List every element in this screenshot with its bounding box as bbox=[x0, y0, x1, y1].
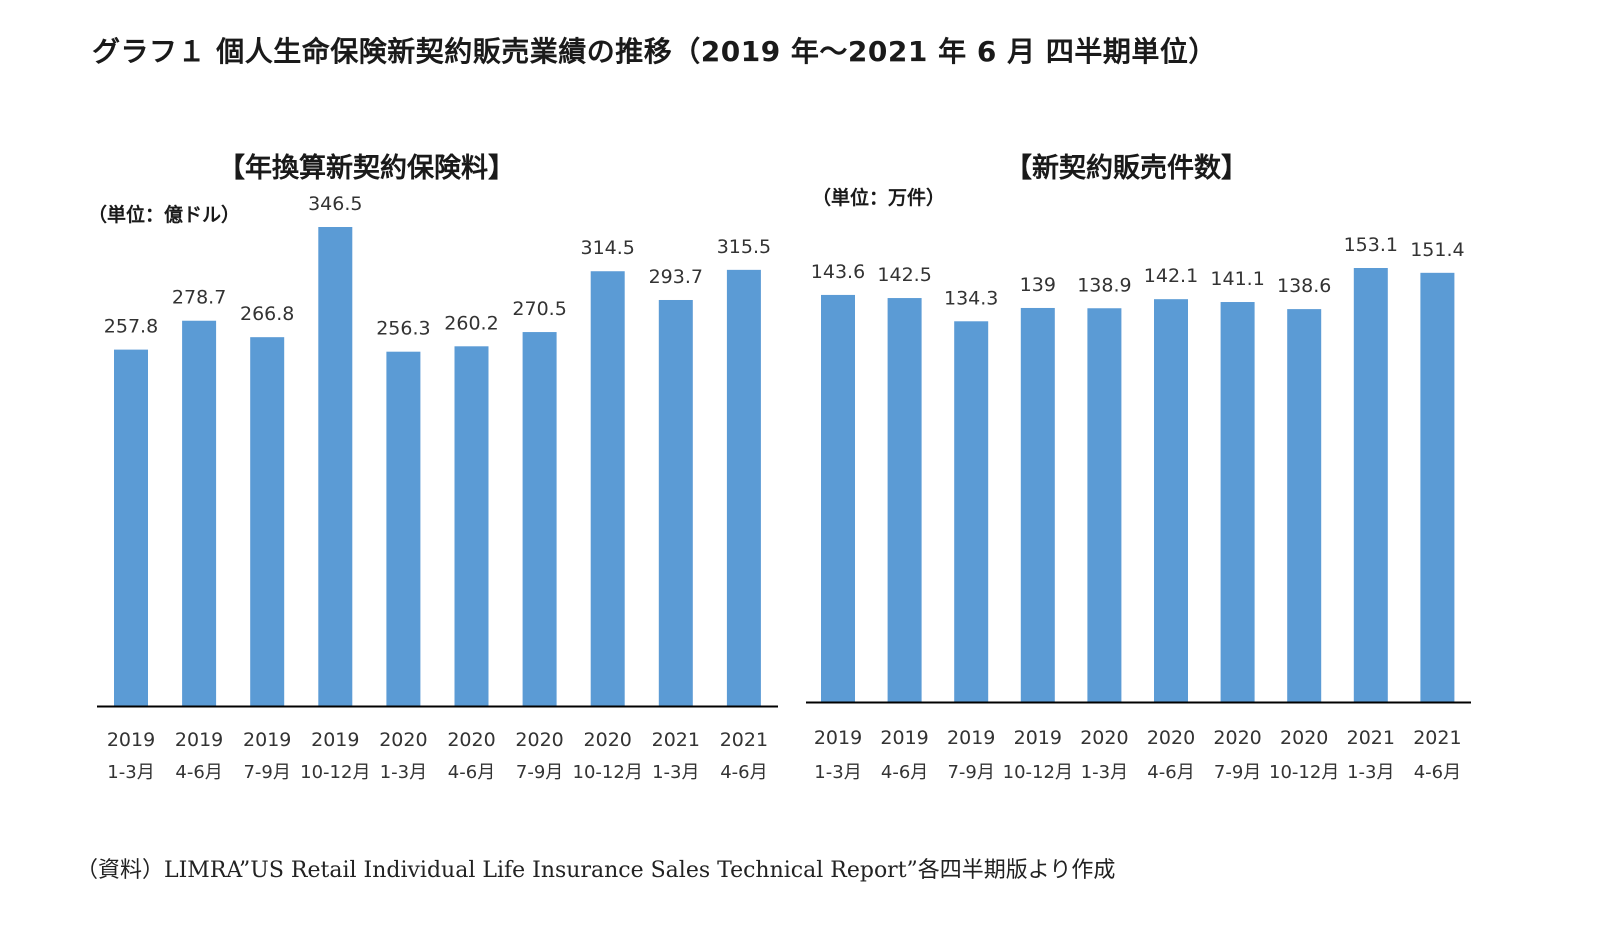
x-tick-label-year: 2019 bbox=[814, 727, 862, 749]
bar bbox=[1287, 309, 1322, 702]
bar bbox=[386, 351, 421, 706]
data-label: 256.3 bbox=[376, 318, 430, 340]
bar bbox=[590, 271, 625, 706]
bar bbox=[887, 298, 922, 702]
data-label: 278.7 bbox=[172, 287, 226, 309]
x-tick-label-year: 2019 bbox=[947, 727, 995, 749]
data-label: 139 bbox=[1020, 274, 1056, 296]
bar bbox=[1020, 307, 1055, 702]
data-label: 138.9 bbox=[1077, 274, 1131, 296]
x-tick-label-year: 2020 bbox=[447, 729, 495, 751]
x-tick-label-year: 2020 bbox=[1280, 727, 1328, 749]
x-tick-label-year: 2019 bbox=[175, 729, 223, 751]
bar bbox=[954, 321, 989, 702]
bar bbox=[454, 346, 489, 706]
x-tick-label-year: 2019 bbox=[880, 727, 928, 749]
bar bbox=[250, 337, 285, 706]
x-tick-label-period: 1-3月 bbox=[652, 762, 699, 783]
data-label: 141.1 bbox=[1210, 268, 1264, 290]
page-title: グラフ１ 個人生命保険新契約販売業績の推移（2019 年～2021 年 6 月 … bbox=[92, 35, 1217, 68]
x-tick-label-period: 10-12月 bbox=[573, 762, 643, 783]
x-tick-label-year: 2021 bbox=[1413, 727, 1461, 749]
x-tick-label-period: 4-6月 bbox=[1147, 762, 1194, 783]
data-label: 346.5 bbox=[308, 193, 362, 215]
x-tick-label-year: 2019 bbox=[1014, 727, 1062, 749]
chart-title-premium: 【年換算新契約保険料】 bbox=[218, 153, 515, 184]
data-label: 315.5 bbox=[717, 236, 771, 258]
data-label: 314.5 bbox=[580, 237, 634, 259]
data-label: 153.1 bbox=[1344, 234, 1398, 256]
x-tick-label-year: 2019 bbox=[107, 729, 155, 751]
x-tick-label-period: 4-6月 bbox=[448, 762, 495, 783]
data-label: 138.6 bbox=[1277, 275, 1331, 297]
data-label: 142.1 bbox=[1144, 265, 1198, 287]
x-tick-label-year: 2020 bbox=[515, 729, 563, 751]
x-tick-label-year: 2020 bbox=[584, 729, 632, 751]
unit-label-count: （単位：万件） bbox=[812, 187, 946, 209]
x-tick-label-period: 1-3月 bbox=[1081, 762, 1128, 783]
data-label: 142.5 bbox=[877, 264, 931, 286]
chart-title-count: 【新契約販売件数】 bbox=[1005, 153, 1248, 184]
x-tick-label-period: 1-3月 bbox=[380, 762, 427, 783]
x-tick-label-period: 1-3月 bbox=[814, 762, 861, 783]
data-label: 260.2 bbox=[444, 312, 498, 334]
x-tick-label-period: 4-6月 bbox=[881, 762, 928, 783]
x-tick-label-period: 1-3月 bbox=[1347, 762, 1394, 783]
data-label: 143.6 bbox=[811, 261, 865, 283]
bar bbox=[318, 227, 353, 706]
x-tick-label-period: 7-9月 bbox=[947, 762, 994, 783]
bar bbox=[821, 294, 855, 702]
bar bbox=[1220, 302, 1255, 702]
x-tick-label-period: 7-9月 bbox=[516, 762, 563, 783]
x-tick-label-period: 10-12月 bbox=[1269, 762, 1339, 783]
x-tick-label-period: 10-12月 bbox=[300, 762, 370, 783]
x-tick-label-year: 2019 bbox=[311, 729, 359, 751]
data-label: 134.3 bbox=[944, 287, 998, 309]
unit-label-premium: （単位：億ドル） bbox=[88, 204, 241, 226]
bar bbox=[1154, 299, 1188, 702]
x-tick-label-year: 2020 bbox=[1080, 727, 1128, 749]
x-tick-label-year: 2020 bbox=[379, 729, 427, 751]
x-tick-label-period: 7-9月 bbox=[243, 762, 290, 783]
x-tick-label-period: 4-6月 bbox=[175, 762, 222, 783]
x-tick-label-period: 4-6月 bbox=[1414, 762, 1461, 783]
bar bbox=[114, 349, 148, 706]
x-tick-label-period: 4-6月 bbox=[720, 762, 767, 783]
data-label: 293.7 bbox=[649, 266, 703, 288]
data-label: 257.8 bbox=[104, 316, 158, 338]
x-tick-label-period: 7-9月 bbox=[1214, 762, 1261, 783]
bar bbox=[1087, 308, 1122, 702]
x-tick-label-year: 2020 bbox=[1147, 727, 1195, 749]
x-tick-label-year: 2021 bbox=[720, 729, 768, 751]
x-tick-label-year: 2021 bbox=[652, 729, 700, 751]
x-tick-label-period: 1-3月 bbox=[107, 762, 154, 783]
bar bbox=[522, 332, 557, 706]
x-tick-label-year: 2019 bbox=[243, 729, 291, 751]
bar bbox=[182, 320, 217, 706]
bar bbox=[1420, 272, 1455, 702]
x-tick-label-year: 2021 bbox=[1347, 727, 1395, 749]
source-note: （資料）LIMRA”US Retail Individual Life Insu… bbox=[76, 858, 1116, 883]
data-label: 270.5 bbox=[512, 298, 566, 320]
x-tick-label-year: 2020 bbox=[1213, 727, 1261, 749]
bar bbox=[1353, 268, 1388, 702]
bar bbox=[726, 269, 761, 706]
bar bbox=[658, 299, 693, 706]
data-label: 266.8 bbox=[240, 303, 294, 325]
x-tick-label-period: 10-12月 bbox=[1003, 762, 1073, 783]
data-label: 151.4 bbox=[1410, 239, 1464, 261]
